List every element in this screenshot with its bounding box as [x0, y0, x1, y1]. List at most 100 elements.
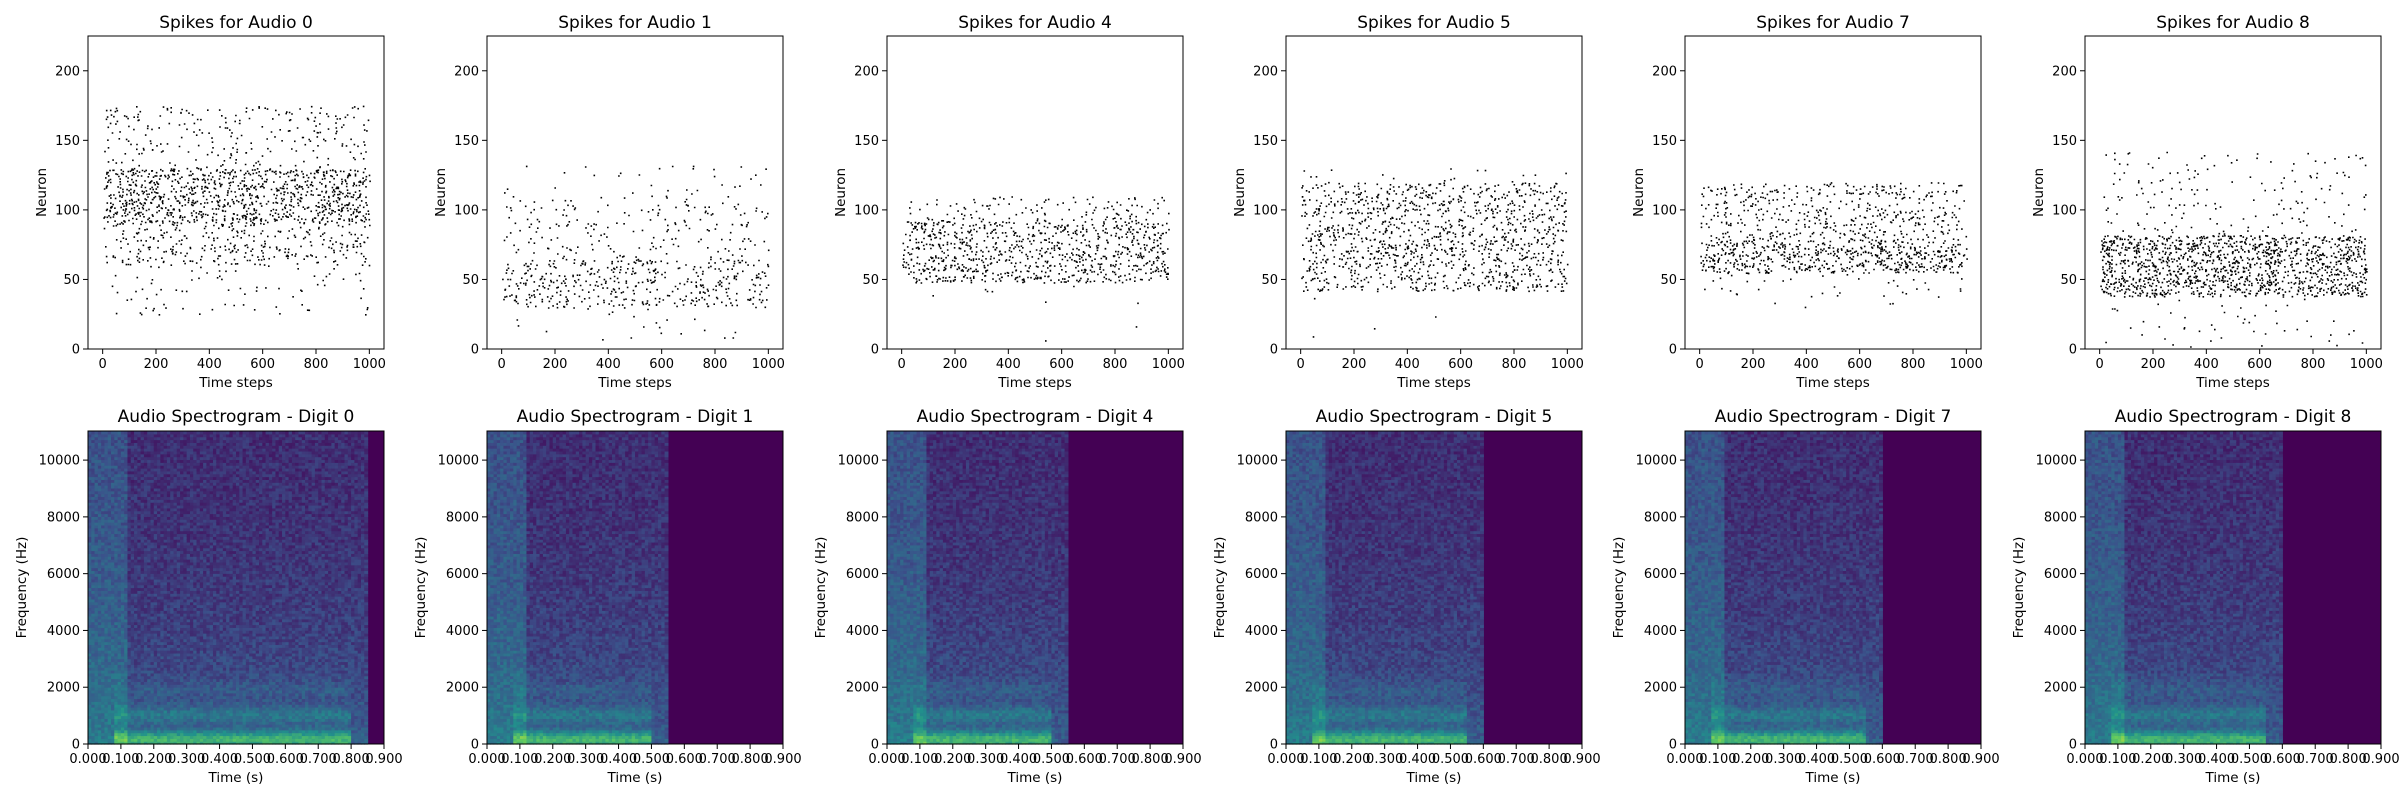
x-tick-label: 0: [498, 357, 506, 372]
y-tick-label: 0: [471, 738, 479, 753]
axes-frame: [87, 430, 385, 745]
x-tick-label: 0.400: [1000, 752, 1037, 767]
x-axis-label: Time (s): [1406, 770, 1462, 786]
x-axis-label: Time (s): [607, 770, 663, 786]
x-axis-label: Time (s): [1805, 770, 1861, 786]
x-tick-label: 0.600: [666, 752, 703, 767]
x-axis-label: Time steps: [997, 375, 1072, 391]
x-tick-label: 0.200: [934, 752, 971, 767]
x-tick-label: 0.500: [1033, 752, 1070, 767]
y-tick-label: 6000: [846, 567, 879, 582]
plot-area: [2085, 431, 2381, 745]
x-axis-label: Time steps: [1795, 375, 1870, 391]
plot-area: [1700, 182, 1968, 309]
spectrogram-panel-0: 0.0000.1000.2000.3000.4000.5000.6000.700…: [14, 407, 403, 786]
spectrogram-panel-1: 0.0000.1000.2000.3000.4000.5000.6000.700…: [413, 407, 802, 786]
x-tick-label: 0.600: [1465, 752, 1502, 767]
y-tick-label: 2000: [47, 681, 80, 696]
x-tick-label: 0.400: [600, 752, 637, 767]
y-axis-label: Neuron: [433, 168, 449, 217]
x-tick-label: 0.100: [102, 752, 139, 767]
x-tick-label: 0.100: [1699, 752, 1736, 767]
spike-panel-0: 0 200 400 600 800 1000 0 50 100 150 200 Spikes for …: [34, 13, 386, 391]
y-tick-label: 100: [1652, 203, 1677, 218]
y-tick-label: 200: [1253, 64, 1278, 79]
x-tick-label: 0.600: [2264, 752, 2301, 767]
x-tick-label: 400: [996, 357, 1021, 372]
plot-area: [1685, 431, 1981, 745]
x-tick-label: 0.700: [300, 752, 337, 767]
spike-band-0: [502, 258, 770, 309]
x-tick-label: 0.300: [168, 752, 205, 767]
spike-band-1: [103, 223, 371, 267]
y-tick-label: 150: [2052, 134, 2077, 149]
spike-panel-1: 0 200 400 600 800 1000 0 50 100 150 200 Spikes for …: [433, 13, 785, 391]
y-tick-label: 10000: [1237, 454, 1278, 469]
x-tick-label: 0.900: [2362, 752, 2399, 767]
spike-band-3: [111, 265, 369, 316]
x-tick-label: 400: [197, 357, 222, 372]
y-tick-label: 50: [1261, 273, 1278, 288]
y-axis-label: Neuron: [2031, 168, 2047, 217]
x-tick-label: 0.700: [1099, 752, 1136, 767]
y-axis-label: Neuron: [1232, 168, 1248, 217]
y-tick-label: 50: [2060, 273, 2077, 288]
x-axis-label: Time steps: [2195, 375, 2270, 391]
y-tick-label: 50: [862, 273, 879, 288]
spike-panel-4: 0 200 400 600 800 1000 0 50 100 150 200 Spikes for …: [1631, 13, 1983, 391]
x-tick-label: 0.600: [1066, 752, 1103, 767]
y-tick-label: 200: [454, 64, 479, 79]
y-tick-label: 0: [1669, 343, 1677, 358]
x-tick-label: 0.200: [2132, 752, 2169, 767]
spike-band-2: [2105, 296, 2364, 348]
x-tick-label: 200: [543, 357, 568, 372]
panel-title: Spikes for Audio 8: [2156, 13, 2310, 33]
axes-frame: [486, 430, 784, 745]
y-tick-label: 200: [854, 64, 879, 79]
x-tick-label: 200: [943, 357, 968, 372]
x-tick-label: 600: [649, 357, 674, 372]
y-tick-label: 4000: [2044, 624, 2077, 639]
x-tick-label: 800: [703, 357, 728, 372]
x-tick-label: 0.700: [1498, 752, 1535, 767]
y-tick-label: 6000: [47, 567, 80, 582]
spectrogram-panel-3: 0.0000.1000.2000.3000.4000.5000.6000.700…: [1212, 407, 1601, 786]
plot-area: [2100, 151, 2368, 348]
spike-panel-5: 0 200 400 600 800 1000 0 50 100 150 200 Spikes for …: [2031, 13, 2383, 391]
x-tick-label: 0.000: [868, 752, 905, 767]
x-tick-label: 0: [1696, 357, 1704, 372]
x-tick-label: 0.000: [69, 752, 106, 767]
panel-title: Audio Spectrogram - Digit 5: [1316, 407, 1553, 427]
y-tick-label: 2000: [846, 681, 879, 696]
x-axis-label: Time (s): [2205, 770, 2261, 786]
plot-area: [1301, 168, 1569, 338]
y-tick-label: 8000: [446, 510, 479, 525]
spike-band-0: [902, 221, 1170, 284]
x-tick-label: 0.500: [633, 752, 670, 767]
y-tick-label: 4000: [47, 624, 80, 639]
y-tick-label: 6000: [1245, 567, 1278, 582]
axes-frame: [886, 430, 1184, 745]
y-tick-label: 0: [871, 738, 879, 753]
x-tick-label: 0.100: [2099, 752, 2136, 767]
spike-band-2: [932, 285, 1139, 342]
spectrogram-panel-5: 0.0000.1000.2000.3000.4000.5000.6000.700…: [2011, 407, 2400, 786]
spectrogram-cells: [887, 431, 1069, 745]
x-tick-label: 200: [1741, 357, 1766, 372]
spectrogram-panel-2: 0.0000.1000.2000.3000.4000.5000.6000.700…: [813, 407, 1202, 786]
x-tick-label: 0.200: [1333, 752, 1370, 767]
x-tick-label: 0.300: [967, 752, 1004, 767]
x-tick-label: 400: [1794, 357, 1819, 372]
x-tick-label: 0: [898, 357, 906, 372]
x-tick-label: 0.100: [901, 752, 938, 767]
axes-frame: [1684, 35, 1982, 350]
plot-area: [103, 105, 371, 316]
axes-frame: [87, 35, 385, 350]
x-tick-label: 0.400: [1399, 752, 1436, 767]
y-tick-label: 0: [2069, 343, 2077, 358]
y-axis-label: Neuron: [833, 168, 849, 217]
spectrogram-cells: [2085, 431, 2283, 745]
x-tick-label: 200: [1342, 357, 1367, 372]
plot-area: [902, 196, 1170, 342]
x-tick-label: 600: [1448, 357, 1473, 372]
